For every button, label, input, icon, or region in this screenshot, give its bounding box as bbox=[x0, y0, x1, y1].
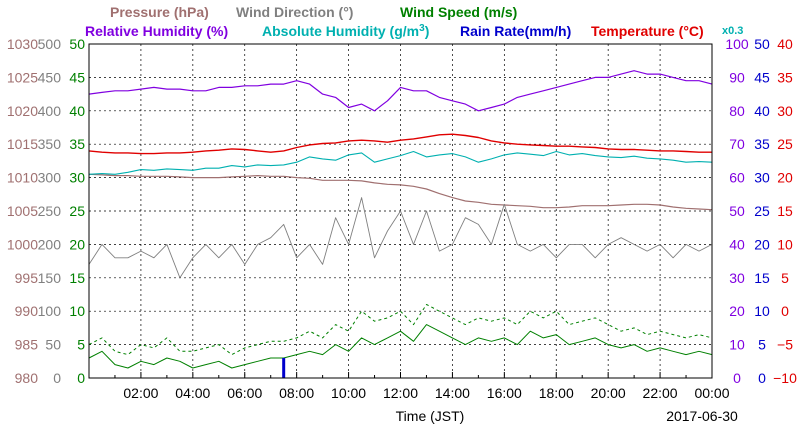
y-tick-label-wind-speed: 30 bbox=[69, 170, 85, 186]
legend-wind-speed: Wind Speed (m/s) bbox=[400, 4, 517, 20]
y-tick-label-pressure: 995 bbox=[15, 270, 39, 286]
x-tick-label: 04:00 bbox=[175, 385, 210, 401]
series-line-pressure bbox=[88, 173, 713, 211]
axis-labels: 1030102510201015101010051000995990985980… bbox=[7, 36, 797, 386]
y-tick-label-temperature: 0 bbox=[781, 303, 789, 319]
x-tick-label: 18:00 bbox=[539, 385, 574, 401]
y-tick-label-wind-speed: 15 bbox=[69, 270, 85, 286]
y-tick-label-wind-direction: 350 bbox=[38, 136, 62, 152]
y-tick-label-wind-direction: 400 bbox=[38, 103, 62, 119]
y-tick-label-wind-direction: 200 bbox=[38, 236, 62, 252]
series-line-absolute-humidity bbox=[88, 150, 713, 175]
x-tick-label: 16:00 bbox=[487, 385, 522, 401]
y-tick-label-wind-speed: 50 bbox=[69, 36, 85, 52]
y-tick-label-wind-speed: 45 bbox=[69, 69, 85, 85]
y-tick-label-wind-direction: 450 bbox=[38, 69, 62, 85]
x-axis-label: Time (JST) bbox=[396, 408, 465, 424]
y-tick-label-temperature: 15 bbox=[777, 203, 793, 219]
y-tick-label-wind-direction: 50 bbox=[45, 337, 61, 353]
y-tick-label-relative-humidity: 20 bbox=[729, 303, 745, 319]
y-tick-label-pressure: 1025 bbox=[7, 69, 38, 85]
x-tick-label: 22:00 bbox=[643, 385, 678, 401]
y-tick-label-pressure: 1020 bbox=[7, 103, 38, 119]
y-tick-label-rain-rate: 45 bbox=[754, 69, 770, 85]
y-tick-label-temperature: −10 bbox=[773, 370, 797, 386]
y-tick-label-pressure: 1000 bbox=[7, 236, 38, 252]
legend-relative-humidity: Relative Humidity (%) bbox=[85, 23, 228, 39]
y-tick-label-pressure: 1010 bbox=[7, 170, 38, 186]
y-tick-label-rain-rate: 35 bbox=[754, 136, 770, 152]
y-tick-label-relative-humidity: 30 bbox=[729, 270, 745, 286]
y-tick-label-wind-direction: 0 bbox=[53, 370, 61, 386]
y-tick-label-wind-speed: 10 bbox=[69, 303, 85, 319]
y-tick-label-temperature: 35 bbox=[777, 69, 793, 85]
legend-absolute-humidity: Absolute Humidity (g/m3) bbox=[262, 23, 429, 39]
x-tick-label: 10:00 bbox=[331, 385, 366, 401]
y-tick-label-wind-speed: 20 bbox=[69, 236, 85, 252]
series-group bbox=[88, 70, 713, 378]
y-tick-label-relative-humidity: 60 bbox=[729, 170, 745, 186]
series-line-wind-speed bbox=[88, 324, 713, 369]
date-label: 2017-06-30 bbox=[666, 408, 738, 424]
y-tick-label-wind-speed: 35 bbox=[69, 136, 85, 152]
y-tick-label-rain-rate: 5 bbox=[758, 337, 766, 353]
y-tick-label-temperature: 25 bbox=[777, 136, 793, 152]
x-tick-label: 20:00 bbox=[591, 385, 626, 401]
y-tick-label-pressure: 1005 bbox=[7, 203, 38, 219]
series-line-relative-humidity bbox=[88, 70, 713, 112]
y-tick-label-relative-humidity: 80 bbox=[729, 103, 745, 119]
x-tick-label: 14:00 bbox=[435, 385, 470, 401]
x-tick-label: 00:00 bbox=[694, 385, 729, 401]
x-tick-label: 08:00 bbox=[279, 385, 314, 401]
y-tick-label-wind-direction: 500 bbox=[38, 36, 62, 52]
legend-abs-scale-note: x0.3 bbox=[722, 25, 743, 37]
y-tick-label-rain-rate: 25 bbox=[754, 203, 770, 219]
y-tick-label-pressure: 985 bbox=[15, 337, 39, 353]
y-tick-label-temperature: 40 bbox=[777, 36, 793, 52]
y-tick-label-temperature: 5 bbox=[781, 270, 789, 286]
legend-pressure: Pressure (hPa) bbox=[110, 4, 209, 20]
y-tick-label-rain-rate: 20 bbox=[754, 236, 770, 252]
y-tick-label-temperature: 30 bbox=[777, 103, 793, 119]
y-tick-label-rain-rate: 30 bbox=[754, 170, 770, 186]
y-tick-label-pressure: 1030 bbox=[7, 36, 38, 52]
y-tick-label-rain-rate: 15 bbox=[754, 270, 770, 286]
y-tick-label-wind-speed: 5 bbox=[77, 337, 85, 353]
y-tick-label-rain-rate: 10 bbox=[754, 303, 770, 319]
y-tick-label-wind-direction: 300 bbox=[38, 170, 62, 186]
y-tick-label-relative-humidity: 40 bbox=[729, 236, 745, 252]
y-tick-label-relative-humidity: 90 bbox=[729, 69, 745, 85]
y-tick-label-wind-direction: 250 bbox=[38, 203, 62, 219]
y-tick-label-temperature: 20 bbox=[777, 170, 793, 186]
x-tick-label: 12:00 bbox=[383, 385, 418, 401]
x-tick-label: 06:00 bbox=[227, 385, 262, 401]
y-tick-label-pressure: 980 bbox=[15, 370, 39, 386]
series-line-temperature bbox=[88, 133, 712, 155]
legend-wind-direction: Wind Direction (°) bbox=[236, 4, 353, 20]
y-tick-label-relative-humidity: 10 bbox=[729, 337, 745, 353]
y-tick-label-temperature: −5 bbox=[777, 337, 793, 353]
y-tick-label-rain-rate: 50 bbox=[754, 36, 770, 52]
series-line-wind-direction bbox=[88, 197, 713, 279]
y-tick-label-pressure: 1015 bbox=[7, 136, 38, 152]
y-tick-label-temperature: 10 bbox=[777, 236, 793, 252]
y-tick-label-wind-speed: 40 bbox=[69, 103, 85, 119]
y-tick-label-relative-humidity: 0 bbox=[733, 370, 741, 386]
y-tick-label-rain-rate: 40 bbox=[754, 103, 770, 119]
x-axis-ticks: 02:00 04:00 06:00 08:00 10:00 12:00 14:00 16:00… bbox=[114, 372, 730, 401]
rain-bar bbox=[282, 357, 286, 378]
y-tick-label-relative-humidity: 70 bbox=[729, 136, 745, 152]
y-tick-label-pressure: 990 bbox=[15, 303, 39, 319]
y-tick-label-rain-rate: 0 bbox=[758, 370, 766, 386]
y-tick-label-wind-direction: 100 bbox=[38, 303, 62, 319]
y-tick-label-wind-speed: 25 bbox=[69, 203, 85, 219]
x-tick-label: 02:00 bbox=[123, 385, 158, 401]
legend-temperature: Temperature (°C) bbox=[591, 23, 704, 39]
legend-rain-rate: Rain Rate(mm/h) bbox=[460, 23, 571, 39]
y-tick-label-wind-speed: 0 bbox=[77, 370, 85, 386]
y-tick-label-wind-direction: 150 bbox=[38, 270, 62, 286]
y-tick-label-relative-humidity: 100 bbox=[725, 36, 749, 52]
y-tick-label-relative-humidity: 50 bbox=[729, 203, 745, 219]
